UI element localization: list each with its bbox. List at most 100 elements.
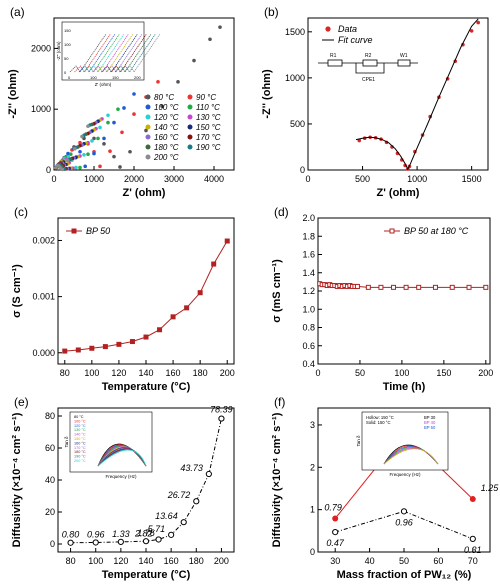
y-axis-label: σ (S cm⁻¹) — [11, 264, 23, 318]
inset-x-label: Frequency (Hz) — [105, 474, 137, 479]
data-label: 26.72 — [167, 490, 191, 500]
legend-label: 170 °C — [196, 133, 221, 142]
data-point — [466, 284, 472, 290]
inset-legend-label: 100 °C — [74, 419, 86, 423]
series-1 — [61, 80, 160, 169]
inset-y-label: Tan δ — [356, 435, 361, 447]
y-axis-label: Diffusivity (×10⁻⁴ cm² s⁻¹) — [271, 412, 283, 547]
x-axis-label: Z' (ohm) — [377, 187, 420, 199]
inset-label: Solid: 150 °C — [366, 420, 391, 425]
y-tick-label: 1.0 — [302, 304, 315, 314]
data-point — [354, 283, 360, 289]
x-axis-label: Temperature (°C) — [102, 569, 191, 581]
x-tick-label: 200 — [478, 368, 493, 378]
x-tick-label: 100 — [88, 556, 103, 566]
data-point — [102, 344, 108, 350]
series-2 — [59, 92, 136, 169]
inset-legend-label: BP 30 — [424, 415, 436, 420]
x-tick-label: 100 — [84, 368, 99, 378]
x-tick-label: 50 — [399, 556, 409, 566]
circuit-label: CPE1 — [362, 77, 375, 83]
y-tick-label: 1.6 — [302, 250, 315, 260]
x-tick-label: 160 — [164, 556, 179, 566]
legend-marker — [187, 114, 193, 120]
legend-marker — [187, 94, 193, 100]
panel-f: (f) 30 40 50 60 70 0 1 2 3 Mass fraction of PW₁₂ (… — [271, 395, 499, 581]
legend-label: 200 °C — [153, 153, 179, 162]
data-point — [106, 120, 110, 125]
legend-marker — [145, 114, 151, 120]
data-point — [102, 142, 106, 146]
series-0 — [357, 20, 480, 171]
data-point — [483, 284, 489, 290]
data-label: 0.96 — [87, 529, 105, 539]
series-1: 0.47 0.96 0.31 — [326, 508, 482, 555]
data-point — [90, 139, 94, 143]
data-point — [98, 125, 102, 130]
data-point — [416, 284, 422, 290]
data-label: 0.80 — [62, 530, 80, 540]
inset-x-tick-label: 150 — [112, 75, 119, 80]
inset-legend-label: BP 50 — [424, 425, 436, 430]
inset-y-tick-label: 0 — [64, 70, 67, 75]
x-tick-label: 1500 — [462, 174, 482, 184]
data-point — [92, 539, 99, 546]
data-point — [403, 284, 409, 290]
legend-label: 110 °C — [196, 103, 220, 112]
data-point — [180, 519, 187, 526]
y-tick-label: 0 — [300, 165, 305, 175]
x-tick-label: 80 — [60, 368, 70, 378]
x-tick-label: 0 — [305, 174, 310, 184]
circuit-parallel — [355, 63, 385, 74]
data-point — [197, 290, 203, 296]
inset-legend-label: 150 °C — [74, 437, 86, 441]
x-axis-label: Mass fraction of PW₁₂ (%) — [337, 569, 472, 581]
legend-marker — [145, 104, 151, 110]
data-point — [80, 134, 84, 139]
inset-y-label: -Z'' (ohm) — [56, 41, 61, 60]
data-point — [184, 305, 190, 311]
y-tick-label: 0 — [310, 547, 315, 557]
legend-label: 150 °C — [196, 123, 221, 132]
circuit-w1 — [397, 59, 411, 67]
y-tick-label: 500 — [290, 119, 305, 129]
data-point — [117, 538, 124, 545]
data-point — [108, 149, 112, 153]
x-tick-label: 1000 — [407, 174, 427, 184]
data-point — [116, 341, 122, 347]
legend-marker — [187, 134, 193, 140]
legend-label: Data — [338, 24, 357, 34]
data-point — [129, 339, 135, 345]
data-point — [86, 152, 90, 156]
x-tick-label: 0 — [315, 368, 320, 378]
legend-marker — [187, 124, 193, 130]
data-point — [92, 151, 96, 156]
y-tick-label: 2000 — [31, 43, 51, 53]
x-tick-label: 150 — [436, 368, 451, 378]
inset-frame — [361, 411, 449, 471]
y-tick-label: 1 — [310, 505, 315, 515]
inset-legend-label: 190 °C — [74, 455, 86, 459]
data-point — [218, 415, 225, 422]
data-label: 1.33 — [112, 529, 130, 539]
data-point — [205, 470, 212, 478]
legend-marker — [145, 154, 151, 160]
x-tick-label: 0 — [51, 174, 56, 184]
x-tick-label: 100 — [394, 368, 409, 378]
legend-marker — [187, 104, 193, 110]
plot-frame — [307, 17, 489, 171]
data-point — [82, 153, 86, 157]
data-label: 5.71 — [148, 524, 166, 534]
y-tick-label: 0 — [50, 539, 55, 549]
x-tick-label: 140 — [138, 368, 153, 378]
data-point — [132, 92, 136, 96]
data-point — [102, 136, 106, 141]
circuit-label: R2 — [365, 53, 372, 59]
panel-label: (c) — [14, 205, 28, 219]
data-label: 0.79 — [324, 503, 342, 513]
y-tick-label: 3 — [310, 420, 315, 430]
y-axis-label: -Z'' (ohm) — [7, 69, 19, 119]
x-tick-label: 3000 — [164, 174, 184, 184]
x-tick-label: 180 — [189, 556, 204, 566]
